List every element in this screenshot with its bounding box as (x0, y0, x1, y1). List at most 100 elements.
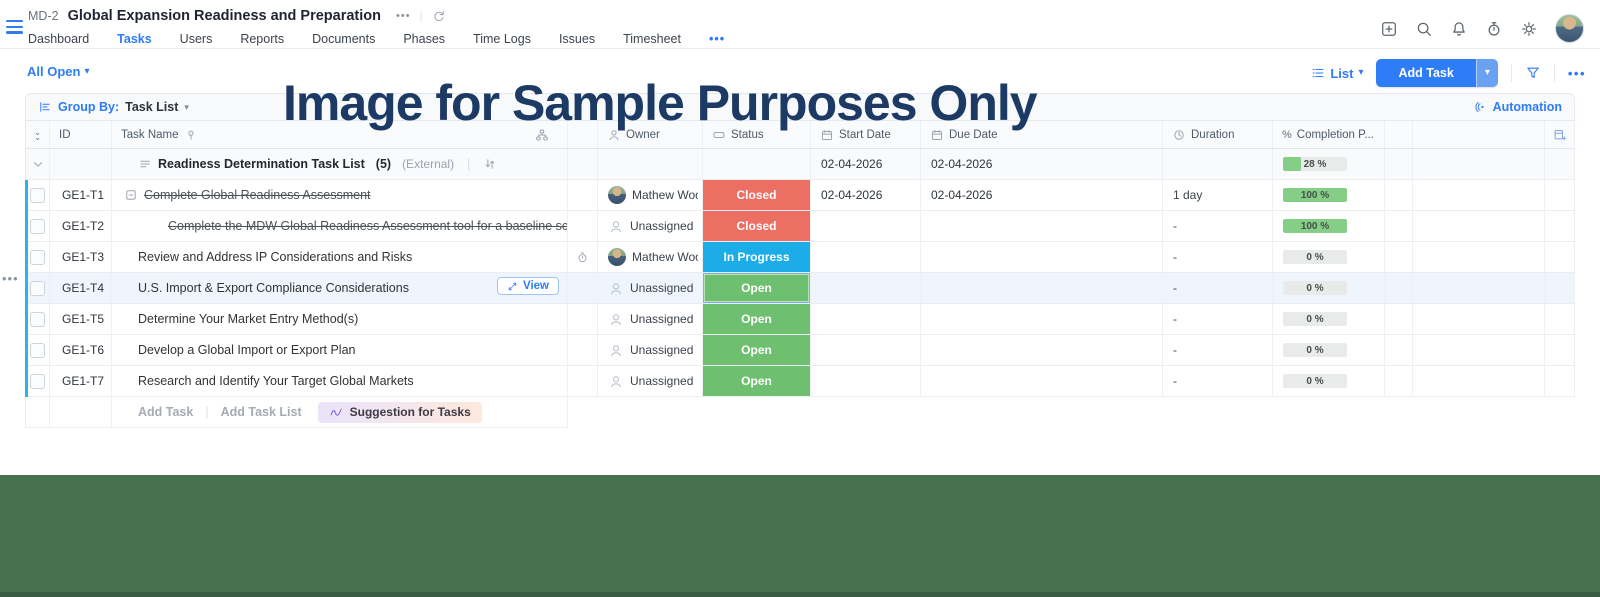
tab-issues[interactable]: Issues (558, 32, 596, 46)
task-name-cell[interactable]: U.S. Import & Export Compliance Consider… (112, 273, 568, 303)
row-drag-handle[interactable]: ••• (2, 271, 19, 286)
due-date-cell[interactable] (921, 335, 1163, 365)
status-badge[interactable]: Open (703, 273, 810, 303)
column-header-id[interactable]: ID (50, 121, 112, 148)
tab-timesheet[interactable]: Timesheet (623, 32, 681, 46)
user-avatar[interactable] (1555, 14, 1584, 43)
column-header-duration[interactable]: Duration (1163, 121, 1273, 148)
duration-cell[interactable]: - (1163, 242, 1273, 272)
add-column-cell[interactable] (1545, 121, 1575, 148)
suggestion-for-tasks-button[interactable]: Suggestion for Tasks (317, 401, 482, 423)
add-task-dropdown-button[interactable]: ▾ (1475, 59, 1498, 87)
owner-cell[interactable]: Unassigned (598, 335, 703, 365)
collapse-all-header-cell[interactable]: ⌄ ⌄ (25, 121, 50, 148)
sync-icon[interactable] (432, 9, 446, 23)
row-checkbox[interactable] (30, 342, 45, 358)
start-date-cell[interactable]: 02-04-2026 (811, 180, 921, 210)
due-date-cell[interactable] (921, 211, 1163, 241)
column-header-due-date[interactable]: Due Date (921, 121, 1163, 148)
add-task-inline-button[interactable]: Add Task (138, 405, 194, 419)
duration-cell[interactable]: 1 day (1163, 180, 1273, 210)
status-badge[interactable]: Open (703, 366, 810, 396)
status-badge[interactable]: Closed (703, 211, 810, 241)
duration-cell[interactable]: - (1163, 366, 1273, 396)
start-date-cell[interactable] (811, 273, 921, 303)
tab-reports[interactable]: Reports (240, 32, 285, 46)
settings-gear-icon[interactable] (1520, 20, 1538, 38)
task-name-cell[interactable]: Complete the MDW Global Readiness Assess… (112, 211, 568, 241)
tab-phases[interactable]: Phases (403, 32, 446, 46)
tabs-more-icon[interactable]: ••• (709, 32, 726, 46)
group-title-cell[interactable]: Readiness Determination Task List (5) (E… (112, 149, 568, 179)
end-cell (1545, 304, 1575, 334)
subtask-hierarchy-icon[interactable] (535, 128, 549, 142)
owner-cell[interactable]: Mathew Woo (598, 242, 703, 272)
column-header-start-date[interactable]: Start Date (811, 121, 921, 148)
row-checkbox[interactable] (30, 249, 45, 265)
start-date-cell[interactable] (811, 304, 921, 334)
status-badge[interactable]: Open (703, 304, 810, 334)
due-date-cell[interactable] (921, 366, 1163, 396)
quick-add-icon[interactable] (1380, 20, 1398, 38)
start-date-cell[interactable] (811, 335, 921, 365)
owner-cell[interactable]: Unassigned (598, 211, 703, 241)
subtask-toggle-icon[interactable] (124, 188, 138, 202)
status-badge[interactable]: Open (703, 335, 810, 365)
duration-cell[interactable]: - (1163, 273, 1273, 303)
column-header-task-name[interactable]: Task Name (112, 121, 568, 148)
add-task-list-button[interactable]: Add Task List (220, 405, 302, 419)
reminder-timer-icon[interactable] (576, 251, 589, 264)
status-badge[interactable]: Closed (703, 180, 810, 210)
owner-cell[interactable]: Unassigned (598, 273, 703, 303)
owner-cell[interactable]: Unassigned (598, 304, 703, 334)
task-name-cell[interactable]: Develop a Global Import or Export Plan (112, 335, 568, 365)
task-name-cell[interactable]: Determine Your Market Entry Method(s) (112, 304, 568, 334)
duration-cell[interactable]: - (1163, 335, 1273, 365)
toolbar-more-icon[interactable]: ••• (1567, 65, 1586, 81)
completion-cell: 0 % (1273, 273, 1385, 303)
duration-cell[interactable]: - (1163, 211, 1273, 241)
hamburger-menu-icon[interactable] (6, 20, 23, 37)
filter-funnel-icon[interactable] (1525, 65, 1541, 81)
group-collapse-cell[interactable] (25, 149, 50, 179)
tab-dashboard[interactable]: Dashboard (28, 32, 90, 46)
row-checkbox[interactable] (30, 187, 45, 203)
row-checkbox[interactable] (30, 311, 45, 327)
due-date-cell[interactable] (921, 242, 1163, 272)
search-icon[interactable] (1415, 20, 1433, 38)
owner-cell[interactable]: Unassigned (598, 366, 703, 396)
sort-icon[interactable] (483, 157, 497, 171)
tab-users[interactable]: Users (179, 32, 213, 46)
timer-icon[interactable] (1485, 20, 1503, 38)
row-checkbox[interactable] (30, 218, 45, 234)
footer-empty (703, 397, 811, 428)
due-date-cell[interactable] (921, 273, 1163, 303)
column-header-status[interactable]: Status (703, 121, 811, 148)
task-name-cell[interactable]: Review and Address IP Considerations and… (112, 242, 568, 272)
duration-cell[interactable]: - (1163, 304, 1273, 334)
view-mode-dropdown[interactable]: List ▾ (1311, 66, 1363, 81)
status-badge[interactable]: In Progress (703, 242, 810, 272)
project-more-icon[interactable]: ••• (396, 10, 411, 22)
owner-cell[interactable]: Mathew Woo (598, 180, 703, 210)
task-name-cell[interactable]: Complete Global Readiness Assessment (112, 180, 568, 210)
start-date-cell[interactable] (811, 211, 921, 241)
add-task-button[interactable]: Add Task (1376, 59, 1476, 87)
due-date-cell[interactable]: 02-04-2026 (921, 180, 1163, 210)
view-filter-dropdown[interactable]: All Open ▾ (27, 64, 90, 79)
view-task-button[interactable]: View (497, 277, 559, 295)
row-checkbox[interactable] (30, 280, 45, 296)
column-header-owner[interactable]: Owner (598, 121, 703, 148)
column-header-completion[interactable]: % Completion P... (1273, 121, 1385, 148)
notifications-bell-icon[interactable] (1450, 20, 1468, 38)
due-date-cell[interactable] (921, 304, 1163, 334)
start-date-cell[interactable] (811, 366, 921, 396)
automation-button[interactable]: Automation (1473, 100, 1562, 114)
task-name-cell[interactable]: Research and Identify Your Target Global… (112, 366, 568, 396)
start-date-cell[interactable] (811, 242, 921, 272)
tab-documents[interactable]: Documents (312, 32, 376, 46)
group-by-control[interactable]: Group By: Task List ▾ (38, 100, 189, 114)
row-checkbox[interactable] (30, 373, 45, 389)
tab-time-logs[interactable]: Time Logs (473, 32, 531, 46)
column-header-spacer (568, 121, 598, 148)
